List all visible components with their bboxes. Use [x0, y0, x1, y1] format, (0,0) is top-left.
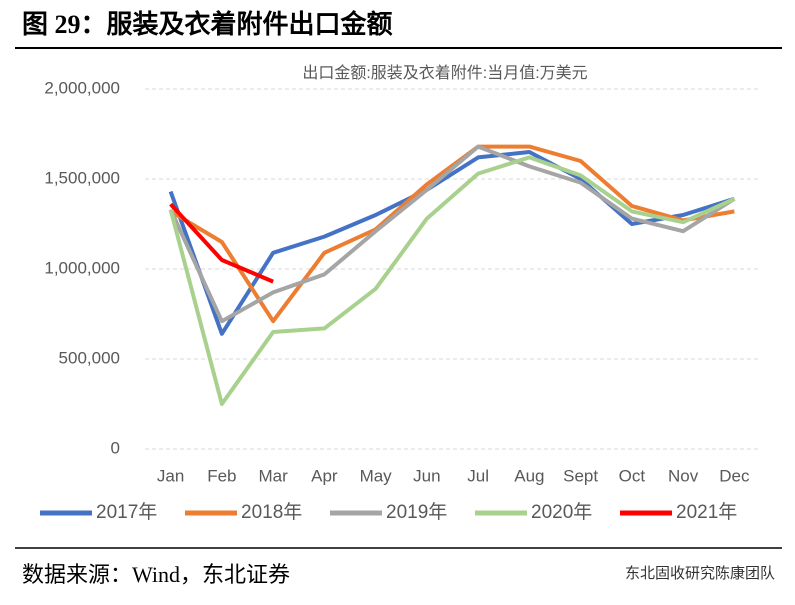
x-tick-label: Dec: [719, 466, 750, 485]
series-line: [168, 144, 736, 324]
legend-label: 2018年: [241, 501, 302, 523]
y-tick-label: 2,000,000: [44, 78, 120, 97]
x-tick-label: May: [360, 466, 393, 485]
legend-label: 2021年: [676, 501, 737, 523]
x-tick-label: Oct: [619, 466, 646, 485]
series-line: [169, 144, 735, 324]
x-tick-label: Jan: [157, 466, 184, 485]
x-tick-label: Sept: [563, 466, 598, 485]
y-tick-label: 1,000,000: [44, 258, 120, 277]
x-tick-label: Apr: [311, 466, 338, 485]
x-tick-label: Nov: [668, 466, 699, 485]
x-tick-label: Mar: [258, 466, 288, 485]
y-tick-label: 500,000: [59, 348, 120, 367]
figure-title: 图 29：服装及衣着附件出口金额: [22, 9, 393, 39]
x-tick-label: Feb: [207, 466, 236, 485]
chart-title: 出口金额:服装及衣着附件:当月值:万美元: [302, 64, 587, 82]
x-tick-label: Jun: [413, 466, 440, 485]
source: 数据来源：Wind，东北证券: [22, 562, 290, 587]
legend-label: 2017年: [96, 501, 157, 523]
y-tick-label: 1,500,000: [44, 168, 120, 187]
x-tick-label: Jul: [467, 466, 489, 485]
x-tick-label: Aug: [514, 466, 544, 485]
watermark: 东北固收研究陈康团队: [625, 564, 775, 582]
y-tick-label: 0: [111, 438, 120, 457]
legend-label: 2019年: [386, 501, 447, 523]
series-line: [168, 155, 736, 406]
legend-label: 2020年: [531, 501, 592, 523]
series-line: [169, 202, 274, 284]
